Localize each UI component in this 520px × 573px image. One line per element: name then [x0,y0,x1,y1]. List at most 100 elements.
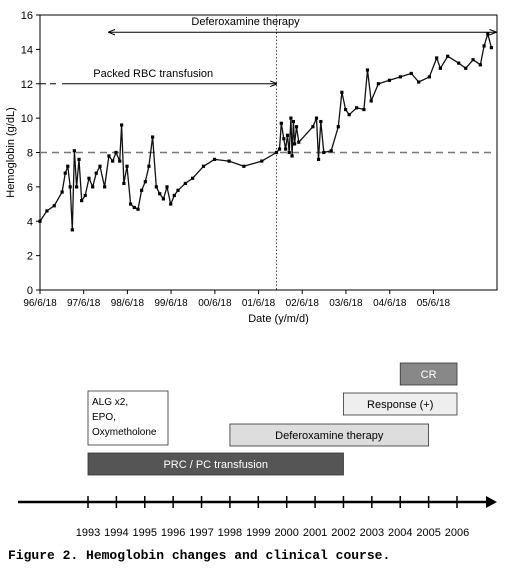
x-tick-label: 99/6/18 [154,298,188,309]
hemoglobin-point [336,125,340,129]
y-tick-label: 12 [21,79,33,91]
timeline-year-label: 2005 [416,527,440,539]
hemoglobin-point [290,154,294,158]
hemoglobin-point [201,164,206,168]
y-tick-label: 10 [21,113,33,125]
hemoglobin-point [75,185,79,189]
y-tick-label: 4 [27,216,33,228]
hemoglobin-point [77,157,81,161]
annotation-label: Packed RBC transfusion [93,68,213,80]
hemoglobin-point [227,159,231,163]
hemoglobin-point [340,90,344,94]
hemoglobin-point [277,147,282,151]
note-box-line: Oxymetholone [92,427,157,438]
hemoglobin-point [291,119,295,124]
hemoglobin-point [98,164,102,168]
hemoglobin-point [151,135,155,139]
timeline-year-label: 1998 [218,527,242,539]
hemoglobin-point [120,123,124,127]
hemoglobin-point [260,159,264,163]
x-axis-label: Date (y/m/d) [248,313,309,325]
annotation-label: Deferoxamine therapy [191,16,300,28]
y-tick-label: 16 [21,10,33,22]
hemoglobin-point [66,164,70,168]
hemoglobin-point [322,150,326,155]
hemoglobin-point [282,137,286,141]
hemoglobin-point [409,71,413,76]
hemoglobin-point [478,63,482,67]
hemoglobin-point [285,133,290,137]
hemoglobin-point [242,164,246,168]
hemoglobin-point [417,80,421,84]
x-tick-label: 02/6/18 [286,298,320,309]
hemoglobin-point [143,180,147,184]
hemoglobin-point [169,202,173,206]
timeline-arrow-head [486,496,497,508]
hemoglobin-point [387,78,391,82]
timeline-bar-label: Response (+) [367,399,433,411]
hemoglobin-point [398,75,403,79]
hemoglobin-point [427,75,431,79]
hemoglobin-point [140,188,144,192]
hemoglobin-point [438,66,442,70]
figure-caption: Figure 2. Hemoglobin changes and clinica… [8,548,391,563]
hemoglobin-point [129,202,133,206]
hemoglobin-point [294,125,299,129]
timeline-bar [399,362,458,386]
hemoglobin-point [354,106,359,110]
hemoglobin-point [158,192,162,196]
y-tick-label: 2 [27,251,33,263]
hemoglobin-point [147,164,151,168]
hemoglobin-point [314,116,319,120]
hemoglobin-point [125,164,129,168]
hemoglobin-point [132,205,136,210]
timeline-year-label: 2002 [331,527,355,539]
hemoglobin-point [319,119,323,124]
hemoglobin-point [172,193,176,198]
hemoglobin-point [161,197,166,201]
hemoglobin-point [165,185,169,189]
hemoglobin-point [486,32,490,36]
hemoglobin-point [87,176,91,180]
timeline-year-label: 1997 [189,527,213,539]
hemoglobin-point [63,171,67,175]
hemoglobin-point [154,185,158,189]
hemoglobin-point [297,140,301,144]
timeline-bar-label: CR [421,369,437,381]
hemoglobin-point [287,150,291,155]
hemoglobin-point [362,107,366,112]
timeline-year-label: 1999 [246,527,270,539]
note-box-line: EPO, [92,412,116,423]
hemoglobin-point [60,190,64,194]
hemoglobin-point [311,125,315,129]
timeline-year-label: 1993 [76,527,100,539]
timeline-year-label: 2006 [445,527,469,539]
hemoglobin-point [347,113,351,117]
hemoglobin-point [274,150,279,155]
hemoglobin-point [316,157,321,161]
x-tick-label: 05/6/18 [417,298,451,309]
hemoglobin-chart: 0 2 4 6 8 10 12 14 16 96/6/18 97/6/18 98/6/18 99/6/1… [5,10,498,325]
y-axis-label: Hemoglobin (g/dL) [5,107,17,198]
hemoglobin-point [83,193,87,198]
y-tick-label: 6 [27,182,33,194]
hemoglobin-point [464,66,468,70]
hemoglobin-point [343,107,348,112]
hemoglobin-point [284,147,288,151]
note-box [87,390,169,446]
hemoglobin-point [482,44,486,48]
x-tick-label: 98/6/18 [111,298,145,309]
hemoglobin-point [118,159,122,163]
hemoglobin-point [114,150,118,155]
y-tick-label: 0 [27,285,33,297]
timeline-year-label: 2001 [303,527,327,539]
hemoglobin-point [435,56,439,60]
hemoglobin-point [45,209,49,213]
y-tick-label: 14 [21,44,33,56]
note-box-line: ALG x2, [92,397,128,408]
hemoglobin-point [94,171,98,175]
hemoglobin-point [80,199,84,203]
hemoglobin-point [191,176,195,180]
hemoglobin-point [212,157,217,161]
hemoglobin-point [365,68,370,72]
